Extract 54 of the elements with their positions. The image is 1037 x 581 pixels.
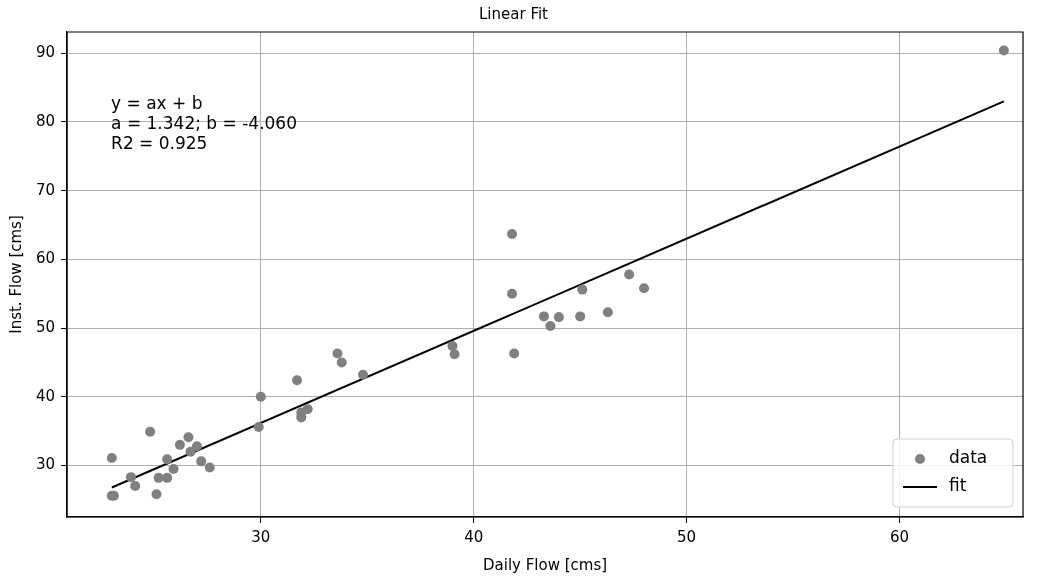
point [185,446,196,457]
y-tick-label: 40 [35,386,56,405]
point [145,426,156,437]
annotation: R2 = 0.925 [111,132,208,153]
point [106,452,117,463]
y-tick-label: 90 [35,43,56,62]
point [538,311,549,322]
x-tick-label: 30 [251,527,271,546]
point [553,312,564,323]
y-tick-label: 70 [35,180,56,199]
legend-label: fit [949,475,967,496]
point [639,283,650,294]
point [168,463,179,474]
x-tick-label: 40 [464,527,484,546]
point [196,456,207,467]
point [162,454,173,465]
point [162,472,173,483]
point [602,307,613,318]
x-tick-label: 50 [677,527,697,546]
legend-label: data [949,447,988,468]
point [336,357,347,368]
point [509,348,520,359]
y-tick-label: 80 [35,111,56,130]
point [255,391,266,402]
point [174,439,185,450]
point [575,311,586,322]
point [183,432,194,443]
point [358,369,369,380]
y-tick-label: 30 [35,455,56,474]
point [624,269,635,280]
point [998,45,1009,56]
point [507,288,518,299]
point [204,462,215,473]
point [447,340,458,351]
annotation: a = 1.342; b = -4.060 [111,112,298,133]
point [191,441,202,452]
point [449,349,460,360]
point [151,489,162,500]
chart-title: Linear Fit [479,4,549,23]
point [545,321,556,332]
point [292,375,303,386]
y-tick-label: 60 [35,249,56,268]
annotation: y = ax + b [111,92,203,113]
point [130,481,141,492]
y-axis-title: Inst. Flow [cms] [6,215,25,334]
point [302,404,313,415]
point [577,284,588,295]
point [507,228,518,239]
point [125,472,136,483]
x-tick-label: 60 [889,527,910,546]
point [332,348,343,359]
y-tick-label: 50 [35,317,56,336]
point [253,422,264,433]
x-axis-title: Daily Flow [cms] [482,555,608,574]
